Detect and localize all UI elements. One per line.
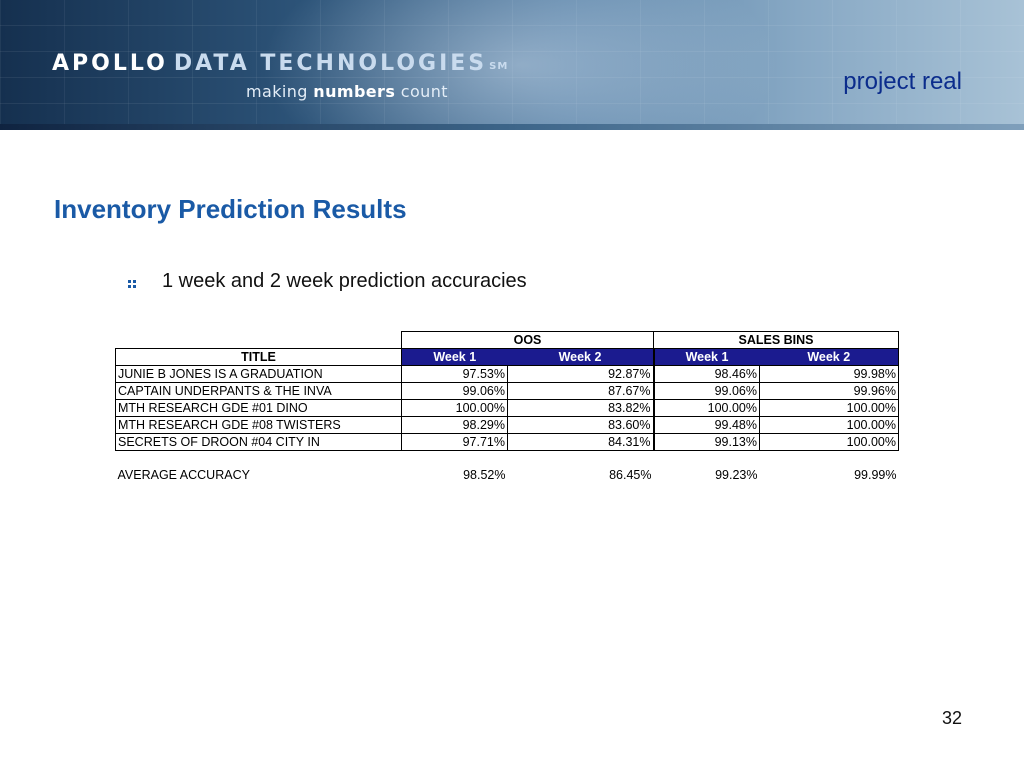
empty-corner-cell [116, 332, 402, 349]
sales-bins-week-1-cell: 99.06% [652, 382, 760, 400]
oos-week-2-cell: 83.82% [507, 399, 654, 417]
company-tagline: making numbers count [246, 84, 448, 100]
table-row: MTH RESEARCH GDE #08 TWISTERS 98.29% 83.… [115, 416, 899, 434]
tagline-bold-word: numbers [313, 82, 396, 101]
average-oos-week-2-cell: 86.45% [609, 468, 652, 482]
sales-bins-week-2-cell: 99.98% [759, 365, 899, 383]
sales-bins-week-1-cell: 99.13% [652, 433, 760, 451]
group-header-row: OOS SALES BINS [116, 331, 899, 349]
table-row: MTH RESEARCH GDE #01 DINO 100.00% 83.82%… [115, 399, 899, 417]
average-sales-bins-week-1-cell: 99.23% [715, 468, 758, 482]
four-dot-bullet-icon [128, 279, 136, 288]
prediction-accuracy-table: OOS SALES BINS TITLE Week 1 Week 2 Week … [115, 331, 899, 483]
group-header-oos: OOS [401, 331, 654, 349]
oos-week-2-cell: 83.60% [507, 416, 654, 434]
average-sales-bins-week-2-cell: 99.99% [854, 468, 897, 482]
sales-bins-week-2-cell: 100.00% [759, 416, 899, 434]
sales-bins-week-2-cell: 99.96% [759, 382, 899, 400]
logo-data-technologies-text: DATA TECHNOLOGIES [173, 51, 488, 76]
group-header-sales-bins: SALES BINS [653, 331, 899, 349]
oos-week-1-cell: 97.71% [401, 433, 508, 451]
bullet-text: 1 week and 2 week prediction accuracies [162, 270, 527, 292]
table-row: JUNIE B JONES IS A GRADUATION 97.53% 92.… [115, 365, 899, 383]
column-header-oos-week-1: Week 1 [401, 348, 508, 366]
column-header-row: TITLE Week 1 Week 2 Week 1 Week 2 [115, 348, 899, 366]
oos-week-1-cell: 97.53% [401, 365, 508, 383]
tagline-part-3: count [395, 82, 448, 101]
row-title-cell: MTH RESEARCH GDE #01 DINO [115, 399, 402, 417]
slide-title: Inventory Prediction Results [54, 194, 407, 224]
oos-week-2-cell: 92.87% [507, 365, 654, 383]
average-accuracy-row: AVERAGE ACCURACY 98.52% 86.45% 99.23% 99… [116, 467, 899, 483]
sales-bins-week-1-cell: 98.46% [652, 365, 760, 383]
banner-glow [260, 0, 780, 130]
banner-grid-pattern [0, 0, 1024, 130]
logo-service-mark: SM [489, 61, 509, 72]
oos-week-1-cell: 98.29% [401, 416, 508, 434]
page-number: 32 [941, 708, 962, 728]
column-header-oos-week-2: Week 2 [507, 348, 654, 366]
sales-bins-week-2-cell: 100.00% [759, 433, 899, 451]
row-title-cell: JUNIE B JONES IS A GRADUATION [115, 365, 402, 383]
sales-bins-week-1-cell: 99.48% [652, 416, 760, 434]
company-logo: APOLLO DATA TECHNOLOGIES SM [52, 53, 508, 75]
oos-week-2-cell: 84.31% [507, 433, 654, 451]
oos-week-1-cell: 100.00% [401, 399, 508, 417]
row-title-cell: MTH RESEARCH GDE #08 TWISTERS [115, 416, 402, 434]
column-header-sales-bins-week-1: Week 1 [652, 348, 760, 366]
table-row: CAPTAIN UNDERPANTS & THE INVA 99.06% 87.… [115, 382, 899, 400]
header-banner: APOLLO DATA TECHNOLOGIES SM making numbers… [0, 0, 1024, 130]
spacer-cell [116, 451, 899, 468]
row-title-cell: SECRETS OF DROON #04 CITY IN [115, 433, 402, 451]
spacer-row [116, 451, 899, 468]
bullet-item: 1 week and 2 week prediction accuracies [128, 271, 527, 291]
column-header-sales-bins-week-2: Week 2 [759, 348, 899, 366]
column-header-title: TITLE [115, 348, 402, 366]
sales-bins-week-1-cell: 100.00% [652, 399, 760, 417]
average-label-cell: AVERAGE ACCURACY [117, 468, 250, 482]
table-row: SECRETS OF DROON #04 CITY IN 97.71% 84.3… [115, 433, 899, 451]
sales-bins-week-2-cell: 100.00% [759, 399, 899, 417]
banner-bottom-strip [0, 124, 1024, 130]
oos-week-1-cell: 99.06% [401, 382, 508, 400]
tagline-part-1: making [246, 82, 314, 101]
average-oos-week-1-cell: 98.52% [463, 468, 506, 482]
logo-apollo-text: APOLLO [52, 51, 168, 76]
row-title-cell: CAPTAIN UNDERPANTS & THE INVA [115, 382, 402, 400]
oos-week-2-cell: 87.67% [507, 382, 654, 400]
project-label: project real [843, 68, 962, 95]
